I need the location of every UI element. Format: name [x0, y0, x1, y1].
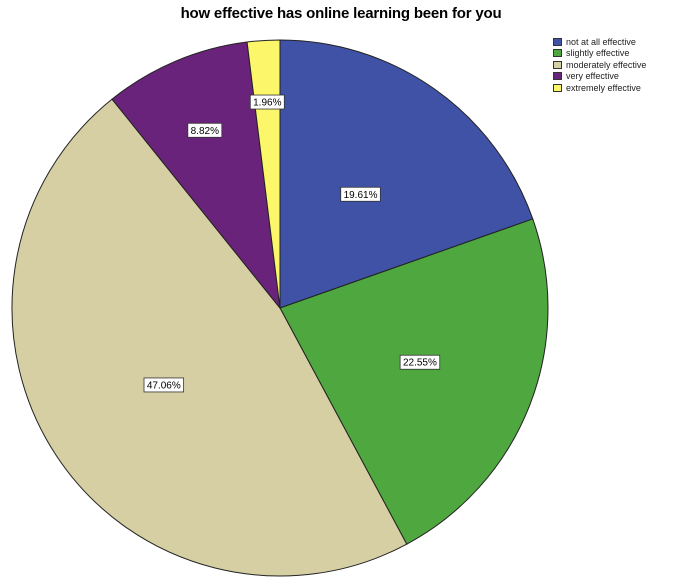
svg-text:1.96%: 1.96% [253, 98, 281, 109]
legend-item-moderately-effective: moderately effective [553, 59, 646, 71]
svg-text:19.61%: 19.61% [344, 190, 378, 201]
legend-item-slightly-effective: slightly effective [553, 48, 646, 60]
legend-label: not at all effective [566, 36, 636, 47]
legend-label: extremely effective [566, 82, 641, 93]
pie-slice-moderately-effective [11, 98, 408, 577]
slice-data-label: 47.06% [143, 377, 185, 393]
legend-swatch [553, 37, 562, 46]
legend-label: slightly effective [566, 48, 630, 59]
legend-swatch [553, 60, 562, 69]
svg-text:22.55%: 22.55% [403, 358, 437, 369]
slice-labels: 19.61% 22.55% 47.06% 8.82% 1.96% [143, 94, 441, 393]
pie-slice-slightly-effective [279, 218, 549, 545]
slice-data-label: 1.96% [249, 94, 285, 110]
slice-data-label: 19.61% [340, 186, 381, 202]
svg-text:8.82%: 8.82% [191, 126, 219, 137]
slice-data-label: 8.82% [187, 122, 223, 138]
chart-title: how effective has online learning been f… [180, 5, 502, 22]
legend-item-not-at-all-effective: not at all effective [553, 36, 646, 48]
pie-slice-very-effective [111, 41, 281, 310]
legend: not at all effective slightly effective … [553, 36, 646, 94]
legend-item-extremely-effective: extremely effective [553, 82, 646, 94]
legend-item-very-effective: very effective [553, 71, 646, 83]
legend-label: very effective [566, 71, 619, 82]
legend-swatch [553, 49, 562, 58]
legend-label: moderately effective [566, 59, 647, 70]
svg-text:47.06%: 47.06% [147, 380, 181, 391]
pie-slices [11, 39, 549, 577]
legend-swatch [553, 83, 562, 92]
slice-data-label: 22.55% [399, 354, 441, 370]
legend-swatch [553, 72, 562, 81]
